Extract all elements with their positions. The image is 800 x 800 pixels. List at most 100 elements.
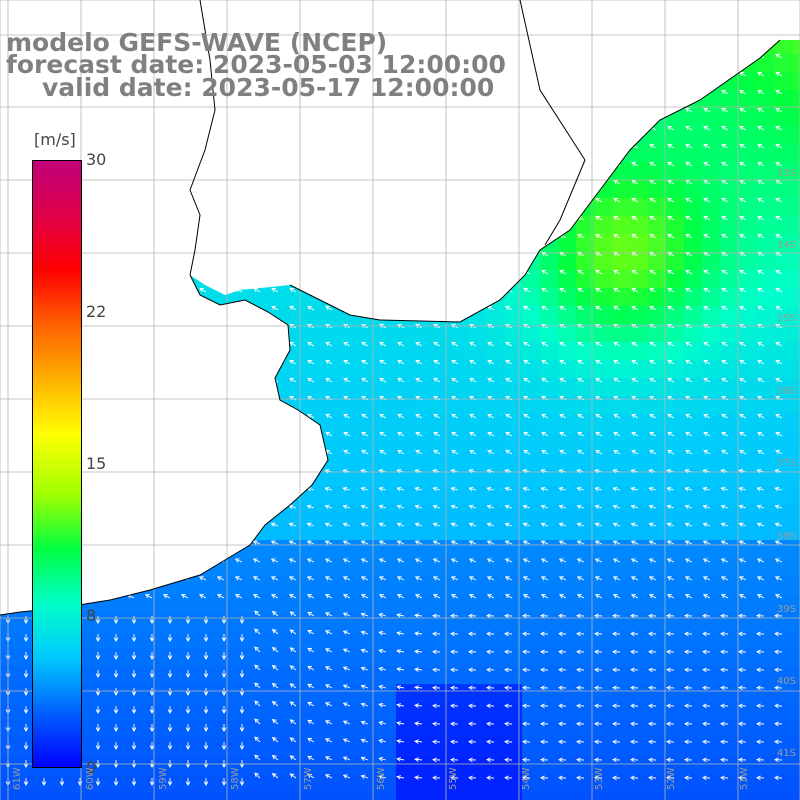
wind-arrow: [613, 269, 621, 275]
field-cell: [684, 504, 703, 523]
field-cell: [432, 450, 451, 469]
colorbar-tick-15: 15: [86, 454, 107, 473]
field-cell: [450, 414, 469, 433]
field-cell: [756, 162, 775, 181]
field-cell: [468, 576, 487, 595]
field-cell: [252, 594, 271, 613]
wind-arrow: [631, 269, 639, 275]
field-cell: [738, 792, 757, 800]
field-cell: [738, 666, 757, 685]
wind-arrow: [684, 703, 693, 709]
field-cell: [576, 234, 595, 253]
field-cell: [216, 612, 235, 631]
wind-arrow: [95, 616, 101, 624]
field-cell: [756, 576, 775, 595]
wind-arrow: [306, 558, 315, 563]
field-cell: [324, 414, 343, 433]
field-cell: [612, 216, 631, 235]
field-cell: [792, 414, 800, 433]
field-cell: [486, 648, 505, 667]
field-cell: [324, 630, 343, 649]
field-cell: [504, 378, 523, 397]
field-cell: [108, 774, 127, 793]
wind-arrow: [630, 594, 639, 599]
wind-arrow: [113, 688, 119, 696]
wind-arrow: [595, 305, 603, 311]
wind-arrow: [666, 631, 675, 637]
wind-arrow: [307, 773, 315, 779]
wind-arrow: [432, 631, 441, 637]
wind-arrow: [288, 540, 297, 545]
wind-arrow: [738, 522, 747, 527]
wind-arrow: [630, 649, 639, 655]
field-cell: [540, 288, 559, 307]
wind-arrow: [702, 594, 711, 599]
field-cell: [792, 306, 800, 325]
wind-arrow: [720, 558, 729, 563]
field-cell: [702, 324, 721, 343]
wind-arrow: [23, 778, 29, 786]
field-cell: [558, 576, 577, 595]
wind-arrow: [450, 486, 459, 492]
wind-arrow: [738, 486, 747, 492]
field-cell: [540, 738, 559, 757]
field-cell: [270, 594, 289, 613]
wind-arrow: [703, 431, 711, 437]
wind-arrow: [631, 341, 639, 347]
wind-arrow: [469, 377, 477, 383]
field-cell: [774, 450, 793, 469]
wind-arrow: [378, 702, 387, 708]
wind-arrow: [757, 143, 765, 149]
wind-arrow: [131, 670, 137, 678]
wind-arrow: [757, 269, 765, 275]
wind-arrow: [756, 631, 765, 637]
field-cell: [774, 360, 793, 379]
wind-arrow: [721, 125, 729, 131]
field-cell: [342, 342, 361, 361]
field-cell: [612, 774, 631, 793]
wind-arrow: [738, 540, 747, 545]
field-cell: [18, 774, 37, 793]
field-cell: [486, 684, 505, 703]
wind-arrow: [612, 594, 621, 599]
field-cell: [738, 486, 757, 505]
field-cell: [648, 774, 667, 793]
wind-arrow: [703, 197, 711, 203]
wind-arrow: [203, 634, 209, 642]
field-cell: [792, 198, 800, 217]
field-cell: [792, 648, 800, 667]
wind-arrow: [252, 540, 261, 545]
field-cell: [684, 108, 703, 127]
wind-arrow: [451, 449, 459, 455]
field-cell: [630, 504, 649, 523]
field-cell: [450, 576, 469, 595]
wind-arrow: [540, 522, 549, 527]
field-cell: [162, 756, 181, 775]
field-cell: [594, 684, 613, 703]
wind-arrow: [239, 742, 245, 750]
field-cell: [576, 684, 595, 703]
wind-arrow: [325, 305, 333, 311]
wind-arrow: [594, 703, 603, 709]
field-cell: [198, 648, 217, 667]
wind-arrow: [757, 89, 765, 95]
wind-arrow: [739, 413, 747, 419]
field-cell: [180, 648, 199, 667]
field-cell: [576, 666, 595, 685]
field-cell: [720, 234, 739, 253]
field-cell: [612, 396, 631, 415]
field-cell: [450, 324, 469, 343]
wind-arrow: [774, 703, 783, 709]
wind-arrow: [23, 670, 29, 678]
wind-arrow: [576, 631, 585, 637]
wind-arrow: [289, 737, 297, 743]
wind-arrow: [739, 359, 747, 365]
field-cell: [540, 270, 559, 289]
field-cell: [630, 450, 649, 469]
wind-arrow: [648, 576, 657, 581]
wind-arrow: [324, 756, 333, 761]
field-cell: [522, 486, 541, 505]
field-cell: [468, 396, 487, 415]
field-cell: [540, 792, 559, 800]
